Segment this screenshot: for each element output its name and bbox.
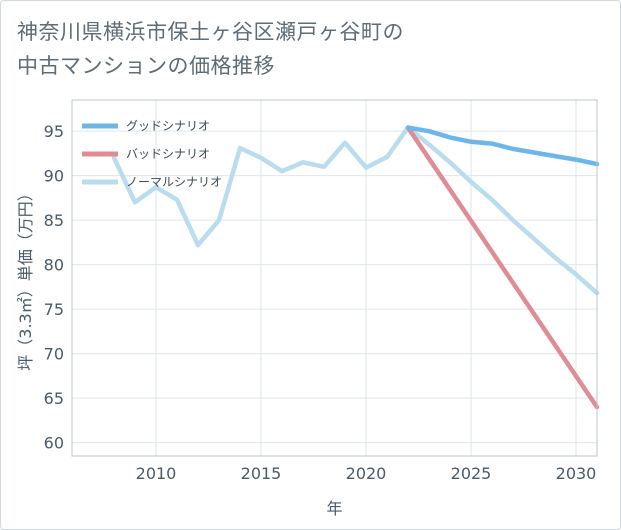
y-tick-label-90: 90 (44, 167, 64, 186)
chart-title: 神奈川県横浜市保土ヶ谷区瀬戸ヶ谷町の 中古マンションの価格推移 (17, 15, 577, 83)
x-axis-label: 年 (326, 499, 342, 518)
x-tick-label-2025: 2025 (451, 464, 492, 483)
tick-labels: 60 65 70 75 80 85 90 95 2010 2015 2020 2025 2030 (44, 122, 597, 483)
legend-label-normal: ノーマルシナリオ (126, 175, 222, 189)
y-tick-label-75: 75 (44, 300, 64, 319)
series-line-normal (111, 125, 600, 296)
y-tick-label-70: 70 (44, 345, 64, 364)
legend-label-bad: バッドシナリオ (126, 147, 210, 161)
plot-border (71, 99, 598, 457)
series-line-bad (405, 125, 600, 410)
y-tick-label-85: 85 (44, 211, 64, 230)
x-tick-label-2010: 2010 (136, 464, 177, 483)
series-line-good (405, 125, 600, 167)
plot-frame (71, 99, 598, 457)
chart-title-line2: 中古マンションの価格推移 (17, 54, 275, 78)
x-tick-label-2020: 2020 (346, 464, 387, 483)
y-tick-label-65: 65 (44, 389, 64, 408)
y-axis-label: 坪（3.3㎡）単価（万円） (16, 185, 35, 370)
grid (72, 100, 597, 456)
x-tick-label-2015: 2015 (241, 464, 282, 483)
y-tick-label-95: 95 (44, 122, 64, 141)
y-tick-label-60: 60 (44, 434, 64, 453)
legend-label-good: グッドシナリオ (126, 119, 210, 133)
chart-title-line1: 神奈川県横浜市保土ヶ谷区瀬戸ヶ谷町の (17, 20, 404, 44)
x-tick-label-2030: 2030 (556, 464, 597, 483)
series-layer (111, 125, 600, 410)
y-tick-label-80: 80 (44, 256, 64, 275)
